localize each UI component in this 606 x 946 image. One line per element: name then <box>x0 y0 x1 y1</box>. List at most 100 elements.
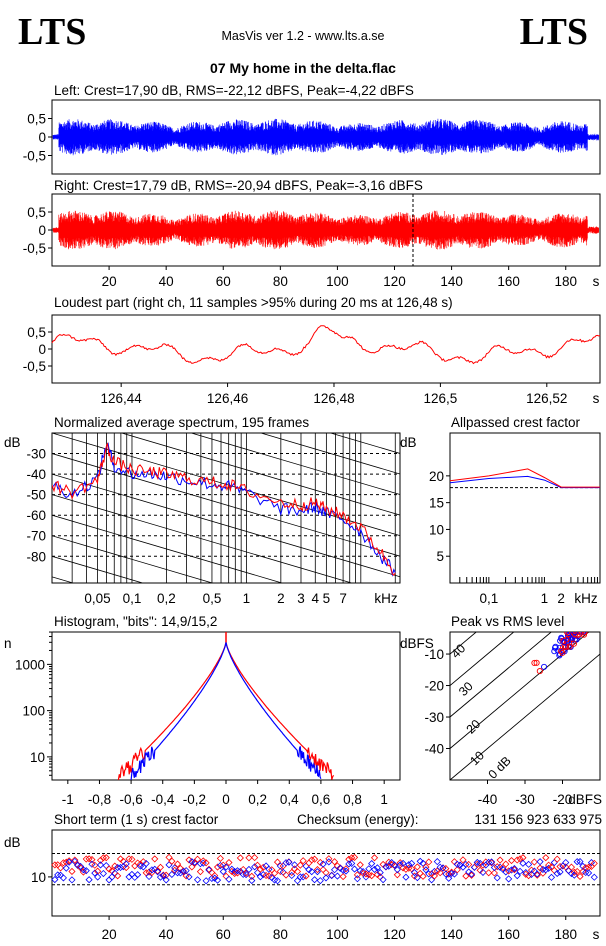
short-term-point <box>536 858 544 866</box>
short-term-point <box>276 862 284 870</box>
spectrum-xtick-label: 0,5 <box>203 591 222 606</box>
peak-rms-diag-label: 0 dB <box>486 754 514 782</box>
short-term-point <box>513 856 521 864</box>
peak-rms-ytick-label: -10 <box>424 647 444 662</box>
short-term-point <box>99 869 107 878</box>
short-term-point <box>159 871 167 879</box>
short-term-point <box>490 863 498 872</box>
short-term-point <box>542 866 550 874</box>
peak-rms-plot-area <box>450 621 600 780</box>
short-term-point <box>445 870 453 878</box>
short-term-point <box>470 863 478 871</box>
short-term-xtick-label: 120 <box>383 927 406 942</box>
short-term-xtick-label: 180 <box>554 927 577 942</box>
short-term-point <box>242 869 250 877</box>
short-term-point <box>350 865 359 873</box>
short-term-point <box>325 855 333 863</box>
short-term-point <box>390 861 399 869</box>
short-term-point <box>533 871 541 879</box>
short-term-point <box>176 869 185 877</box>
left-waveform-ytick-label: 0,5 <box>27 112 46 127</box>
short-term-point <box>553 869 561 878</box>
short-term-point <box>565 867 573 875</box>
short-term-point <box>550 866 558 874</box>
peak-rms-point <box>581 621 586 626</box>
short-term-point <box>496 856 504 864</box>
histogram-ytick-label: 100 <box>22 704 45 719</box>
peak-rms-point <box>575 623 580 628</box>
short-term-point <box>102 854 110 862</box>
short-term-point <box>302 862 310 870</box>
short-term-point <box>56 864 65 872</box>
short-term-point <box>82 867 90 875</box>
short-term-point <box>94 873 102 881</box>
short-term-crest-title: Short term (1 s) crest factor <box>54 812 219 827</box>
short-term-point <box>213 876 222 884</box>
short-term-point <box>582 864 590 872</box>
peak-rms-point <box>541 663 548 670</box>
short-term-xtick-label: 60 <box>216 927 231 942</box>
peak-rms-diag-label: 20 <box>464 717 484 737</box>
short-term-point <box>145 868 153 876</box>
short-term-point <box>402 873 410 881</box>
short-term-point <box>179 867 187 875</box>
short-term-point <box>211 872 219 880</box>
short-term-xtick-label: 140 <box>440 927 463 942</box>
short-term-point <box>202 859 210 867</box>
short-term-point <box>419 872 427 880</box>
short-term-point <box>370 865 379 873</box>
spectrum-ytick-label: -60 <box>26 508 46 523</box>
histogram-xtick-label: 0,6 <box>312 792 331 807</box>
short-term-point <box>114 872 122 880</box>
short-term-point <box>125 855 133 863</box>
short-term-point <box>142 859 150 868</box>
allpassed-right-series <box>449 468 600 488</box>
loudest-part-xtick-label: 126,5 <box>423 391 457 406</box>
short-term-point <box>576 858 584 866</box>
allpassed-xtick-label: 2 <box>557 591 565 606</box>
short-term-point <box>182 867 190 875</box>
short-term-point <box>442 870 450 878</box>
short-term-point <box>328 872 336 880</box>
short-term-point <box>296 861 304 869</box>
peak-rms-diagonal <box>450 653 600 780</box>
peak-rms-diagonal <box>450 632 552 718</box>
loudest-part-xunit-label: s <box>593 391 600 406</box>
short-term-point <box>567 863 576 871</box>
spectrum-slope-line <box>52 680 400 783</box>
short-term-point <box>316 877 324 885</box>
histogram-xtick-label: -0,4 <box>151 792 175 807</box>
short-term-point <box>51 876 59 884</box>
short-term-point <box>365 865 373 873</box>
short-term-point <box>199 859 207 867</box>
short-term-point <box>128 855 136 863</box>
short-term-point <box>516 855 524 863</box>
short-term-point <box>219 868 227 876</box>
peak-rms-point <box>533 659 540 666</box>
right-waveform-ytick-label: 0,5 <box>27 205 46 220</box>
short-term-point <box>108 873 116 881</box>
spectrum-slope-line <box>52 659 400 762</box>
spectrum-xtick-label: 2 <box>277 591 285 606</box>
short-term-point <box>102 862 110 870</box>
spectrum-ytick-label: -80 <box>26 549 46 564</box>
short-term-point <box>216 854 224 862</box>
short-term-point <box>185 873 193 881</box>
short-term-point <box>405 864 413 872</box>
spectrum-xtick-label: 7 <box>339 591 347 606</box>
short-term-point <box>59 874 67 882</box>
short-term-point <box>422 866 430 874</box>
loudest-part-xtick-label: 126,46 <box>207 391 248 406</box>
short-term-point <box>545 864 553 872</box>
short-term-point <box>162 871 170 879</box>
short-term-point <box>271 869 279 877</box>
spectrum-slope-line <box>259 433 400 475</box>
short-term-point <box>248 872 256 880</box>
spectrum-plot-area <box>52 433 400 783</box>
short-term-point <box>456 861 464 869</box>
short-term-point <box>362 873 370 881</box>
short-term-point <box>174 869 182 877</box>
loudest-part-xtick-label: 126,52 <box>526 391 567 406</box>
short-term-point <box>65 857 73 865</box>
peak-rms-point <box>581 621 586 626</box>
